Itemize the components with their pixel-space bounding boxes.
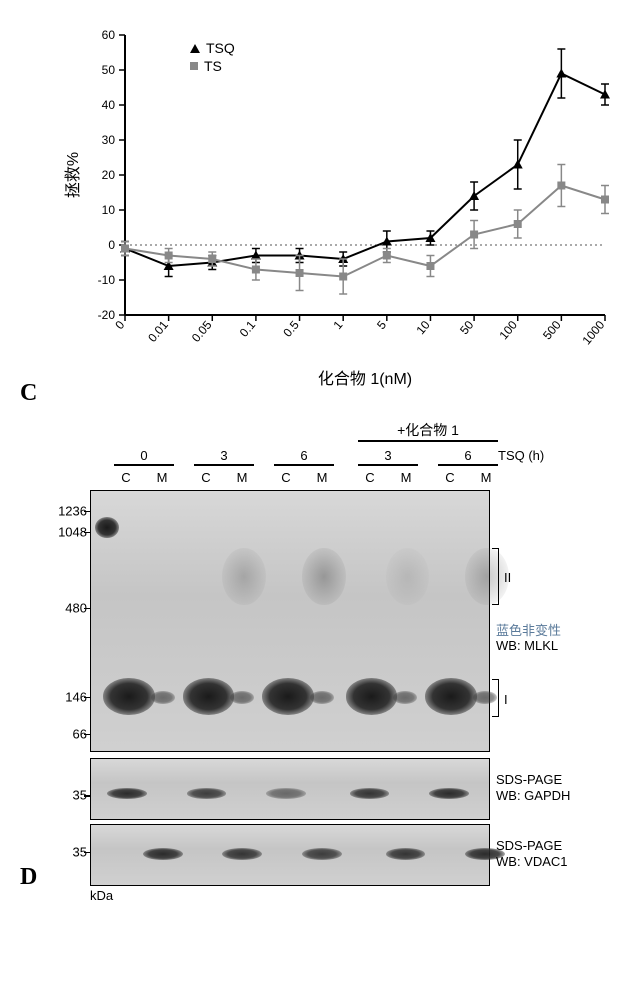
svg-text:拯救%: 拯救% [64,152,82,198]
blot-vdac1 [90,824,490,886]
western-blot-panel: +化合物 10CM3CM6CM3CM6CMTSQ (h) 蓝色非变性 WB: M… [60,420,620,886]
tsq-hours-label: TSQ (h) [498,448,544,463]
blue-native-label: 蓝色非变性 [490,620,561,639]
svg-text:1000: 1000 [579,318,607,348]
lane-label: M [481,470,492,485]
svg-text:500: 500 [540,318,564,343]
svg-text:0.01: 0.01 [145,318,171,345]
svg-text:-10: -10 [98,273,116,287]
svg-text:0: 0 [108,238,115,252]
svg-text:40: 40 [102,98,116,112]
wb-mlkl-label: WB: MLKL [490,638,558,653]
wb-gapdh-label: WB: GAPDH [490,788,570,803]
triangle-marker-icon [190,44,200,53]
band-region-label: II [490,570,511,585]
time-label: 3 [384,448,391,463]
legend-ts: TS [190,58,235,74]
lane-label: M [317,470,328,485]
lane-label: C [281,470,290,485]
rescue-chart: -20-10010203040506000.010.050.10.5151050… [60,20,620,390]
lane-label: M [237,470,248,485]
svg-text:100: 100 [496,318,520,343]
plus-compound-label: +化合物 1 [397,420,459,440]
legend-tsq: TSQ [190,40,235,56]
svg-text:10: 10 [102,203,116,217]
lane-label: M [401,470,412,485]
svg-text:化合物 1(nM): 化合物 1(nM) [318,370,412,388]
band-region-label: I [490,692,508,707]
time-label: 6 [464,448,471,463]
square-marker-icon [190,62,198,70]
chart-svg: -20-10010203040506000.010.050.10.5151050… [60,20,620,390]
time-label: 0 [140,448,147,463]
lane-label: M [157,470,168,485]
svg-text:30: 30 [102,133,116,147]
svg-text:50: 50 [102,63,116,77]
svg-text:20: 20 [102,168,116,182]
time-label: 3 [220,448,227,463]
lane-label: C [365,470,374,485]
time-label: 6 [300,448,307,463]
sds-page-label-2: SDS-PAGE [490,838,562,853]
panel-d-label: D [20,864,37,891]
lane-label: C [445,470,454,485]
lane-label: C [121,470,130,485]
kda-label: kDa [90,886,113,903]
blot-gapdh [90,758,490,820]
lane-label: C [201,470,210,485]
wb-vdac1-label: WB: VDAC1 [490,854,568,869]
blot-mlkl [90,490,490,752]
legend-ts-label: TS [204,58,222,74]
svg-text:60: 60 [102,28,116,42]
panel-c-label: C [20,380,37,407]
sds-page-label-1: SDS-PAGE [490,772,562,787]
svg-text:-20: -20 [98,308,116,322]
chart-legend: TSQ TS [190,40,235,76]
legend-tsq-label: TSQ [206,40,235,56]
svg-text:0.05: 0.05 [189,318,215,345]
